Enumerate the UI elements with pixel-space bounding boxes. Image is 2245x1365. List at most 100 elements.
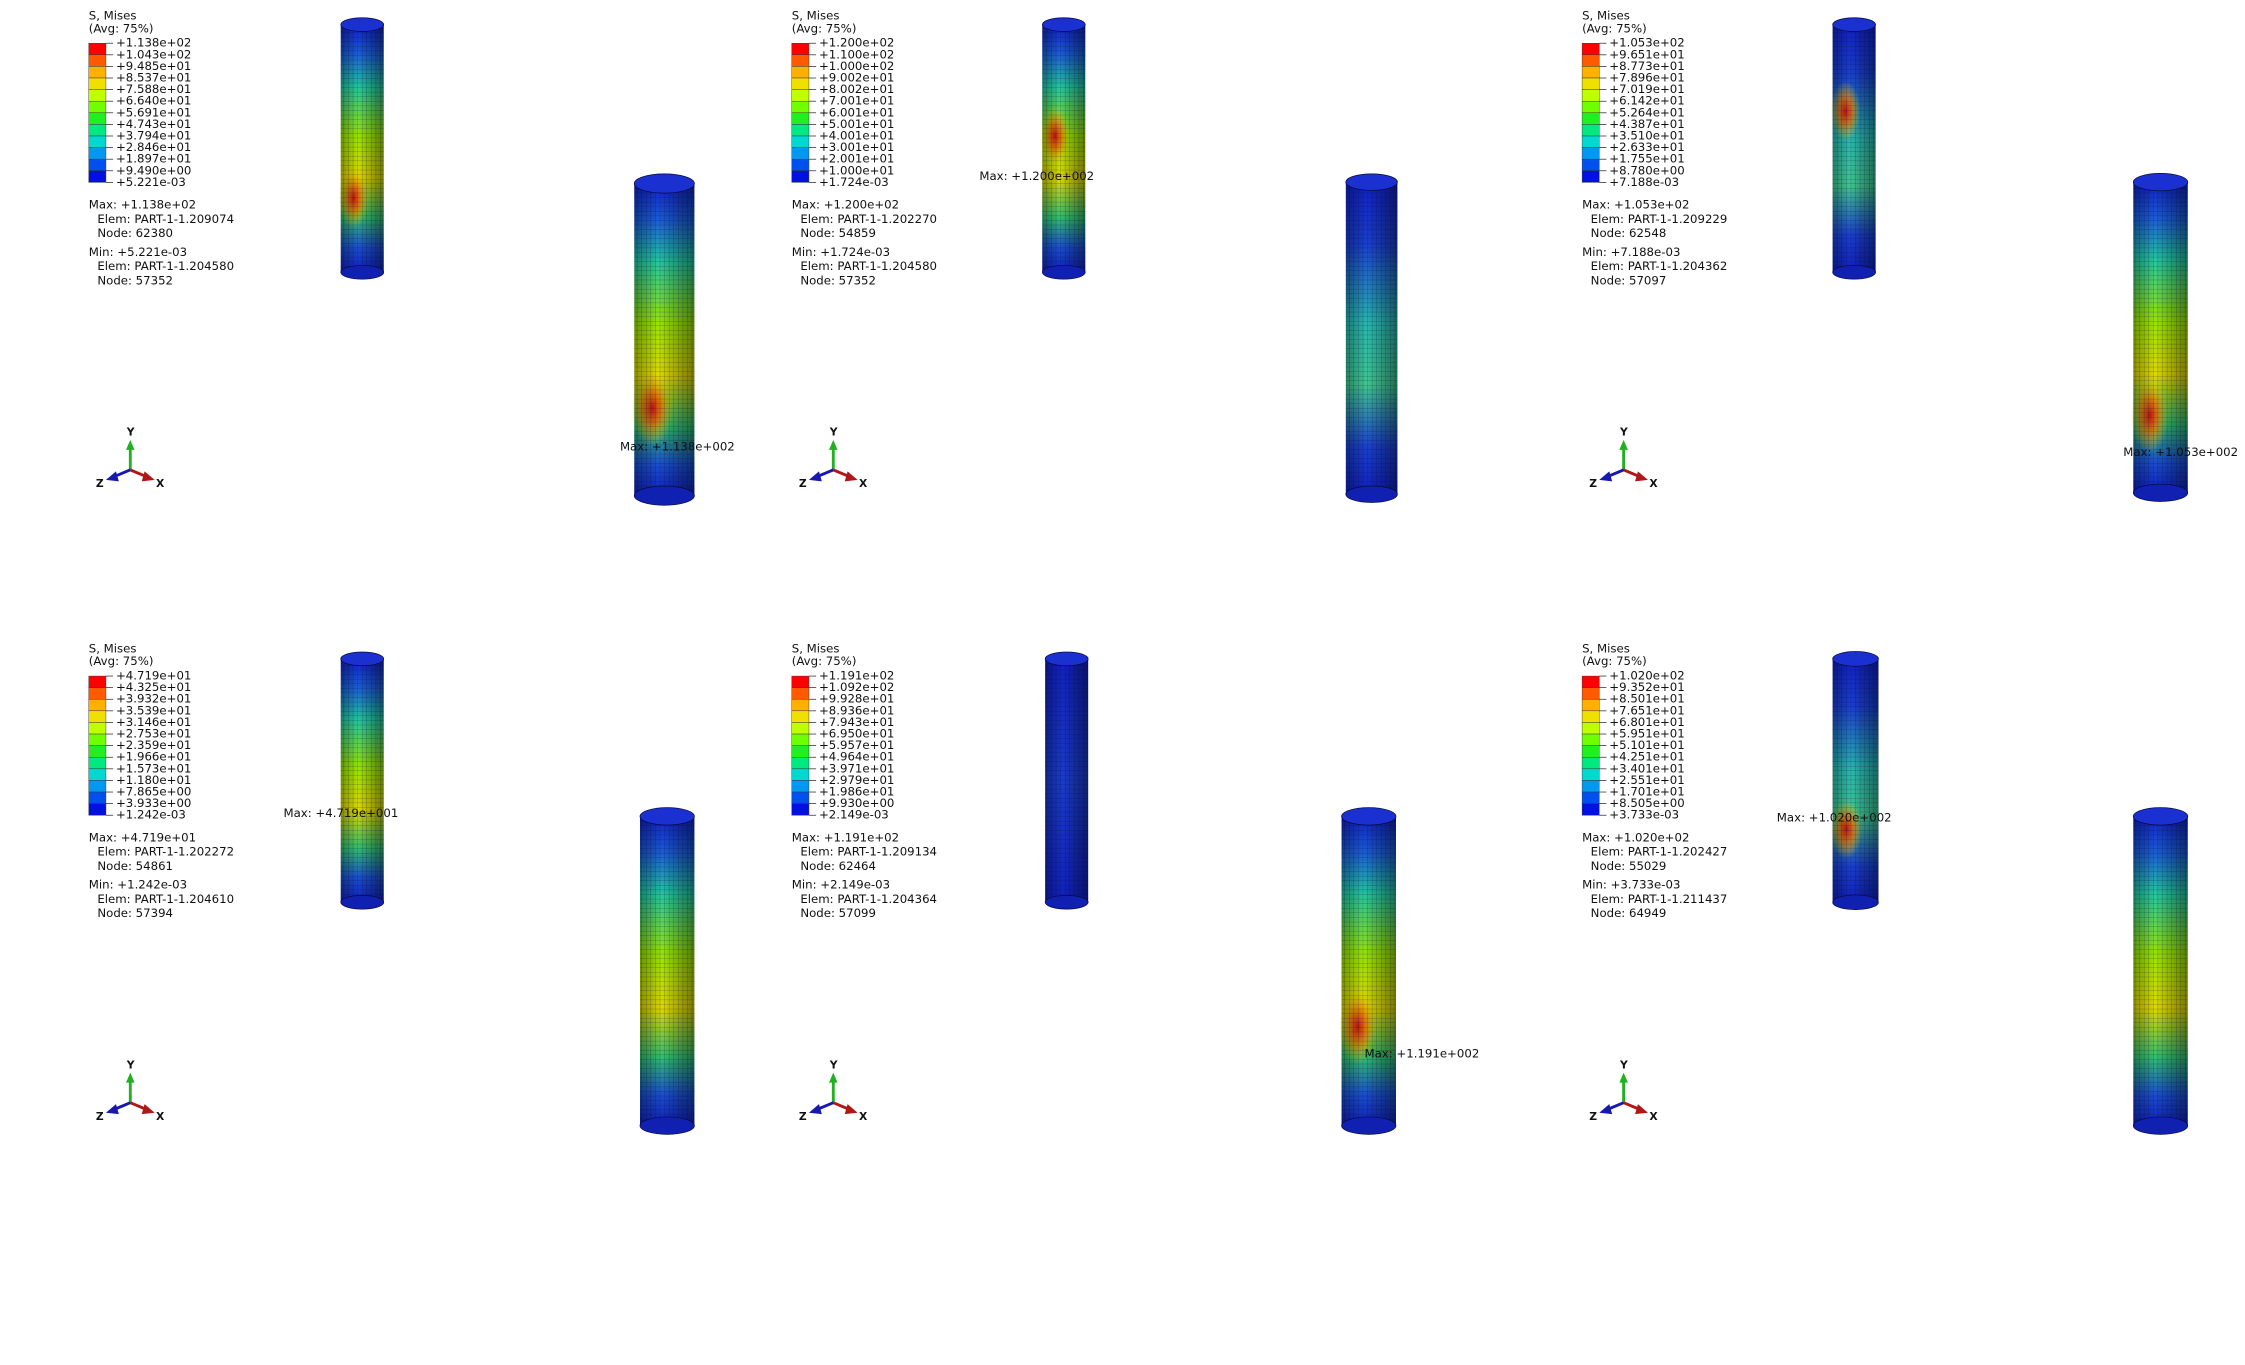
triad-label-y: Y [126,426,135,439]
legend-label: +4.719e+01 [116,669,191,683]
max-annotation: Max: +1.020e+002 [1777,810,1892,824]
cylinder-bottom [340,265,385,280]
cylinder [631,173,695,506]
legend-label: +3.510e+01 [1609,128,1684,142]
legend-label: +3.401e+01 [1609,761,1684,775]
cylinder-bottom [2132,483,2189,502]
legend-label: +8.773e+01 [1609,59,1684,73]
min-elem: Elem: PART-1-1.204362 [1591,259,1728,273]
legend-label: +5.101e+01 [1609,738,1684,752]
legend-label: +2.979e+01 [819,773,894,787]
triad-x-head [1635,1104,1648,1115]
cylinder [1338,807,1397,1135]
legend-swatch [791,687,810,700]
legend-subtitle: (Avg: 75%) [1582,21,1647,35]
max-elem: Elem: PART-1-1.202427 [1591,845,1728,859]
min-node: Node: 57352 [800,273,876,287]
legend-swatch [88,77,107,90]
triad-y-head [828,1072,838,1083]
legend-label: +2.359e+01 [116,738,191,752]
cylinder-bottom [1832,265,1876,280]
triad-y-head [125,1072,135,1083]
legend-label: +9.002e+01 [819,71,894,85]
min-value: Min: +5.221e-03 [89,245,187,259]
legend-swatch [791,54,810,67]
max-elem: Elem: PART-1-1.202270 [800,212,937,226]
legend-swatch [1581,89,1600,102]
max-value: Max: +1.191e+02 [792,830,899,844]
legend-swatch [791,77,810,90]
legend-swatch [1581,147,1600,160]
legend-swatch [88,66,107,79]
legend-swatch [88,757,107,770]
triad-y-head [828,439,838,450]
max-node: Node: 54859 [800,226,876,240]
legend-label: +7.865e+00 [116,785,191,799]
legend-swatch [88,768,107,781]
triad-y-head [125,439,135,450]
cylinder-top [1044,651,1089,667]
triad-label-z: Z [1589,477,1597,490]
legend-swatch [1581,757,1600,770]
legend-swatch [1581,722,1600,735]
legend-label: +6.001e+01 [819,105,894,119]
legend-swatch [88,112,107,125]
cylinder-top [1832,651,1879,667]
triad-x-head [141,1104,155,1115]
cylinder-bottom [340,895,385,910]
legend-swatch [1581,780,1600,793]
max-annotation: Max: +1.053e+002 [2123,445,2238,459]
legend-swatch [88,710,107,723]
triad-x-head [844,1104,858,1115]
legend-label: +5.264e+01 [1609,105,1684,119]
min-node: Node: 57097 [1591,273,1667,287]
legend-swatch [791,710,810,723]
legend-label: +6.950e+01 [819,727,894,741]
min-node: Node: 64949 [1591,906,1667,920]
legend-label: +4.964e+01 [819,750,894,764]
cylinder [2132,807,2189,1135]
legend-label: +1.092e+02 [819,680,894,694]
cylinder [2130,173,2189,502]
max-value: Max: +1.138e+02 [89,198,196,212]
legend-label: +7.188e-03 [1609,175,1679,189]
legend-title: S, Mises [89,641,137,655]
legend-label: +5.951e+01 [1609,727,1684,741]
cylinder-top [633,173,695,194]
cylinder-top [1041,17,1086,32]
max-elem: Elem: PART-1-1.209134 [800,845,937,859]
triad-y-head [1619,439,1628,450]
max-node: Node: 62548 [1591,226,1667,240]
legend-label: +9.485e+01 [116,59,191,73]
triad-label-z: Z [1589,1110,1597,1123]
legend-label: +1.724e-03 [819,175,889,189]
legend-swatch [1581,733,1600,746]
cylinder-top [340,17,385,32]
legend-swatch [791,791,810,804]
legend-swatch [88,675,107,688]
legend-title: S, Mises [792,641,840,655]
triad-label-x: X [156,477,165,490]
cylinder [340,651,385,910]
legend-swatch [1581,77,1600,90]
legend-label: +4.743e+01 [116,117,191,131]
legend-label: +6.801e+01 [1609,715,1684,729]
min-node: Node: 57099 [800,906,876,920]
triad-label-y: Y [829,1058,838,1071]
cylinder [1345,173,1398,503]
triad-label-z: Z [96,1110,104,1123]
triad-x-head [141,471,155,482]
max-value: Max: +4.719e+01 [89,830,196,844]
triad-z-head [1599,1104,1613,1115]
cylinder [1830,651,1879,910]
legend-label: +5.001e+01 [819,117,894,131]
legend-label: +8.780e+00 [1609,163,1684,177]
legend-label: +3.539e+01 [116,703,191,717]
legend-swatch [791,158,810,172]
legend-label: +2.633e+01 [1609,140,1684,154]
legend-label: +2.846e+01 [116,140,191,154]
cylinder [1040,17,1086,280]
legend-label: +7.943e+01 [819,715,894,729]
legend-label: +1.000e+02 [819,59,894,73]
legend-swatch [88,722,107,735]
